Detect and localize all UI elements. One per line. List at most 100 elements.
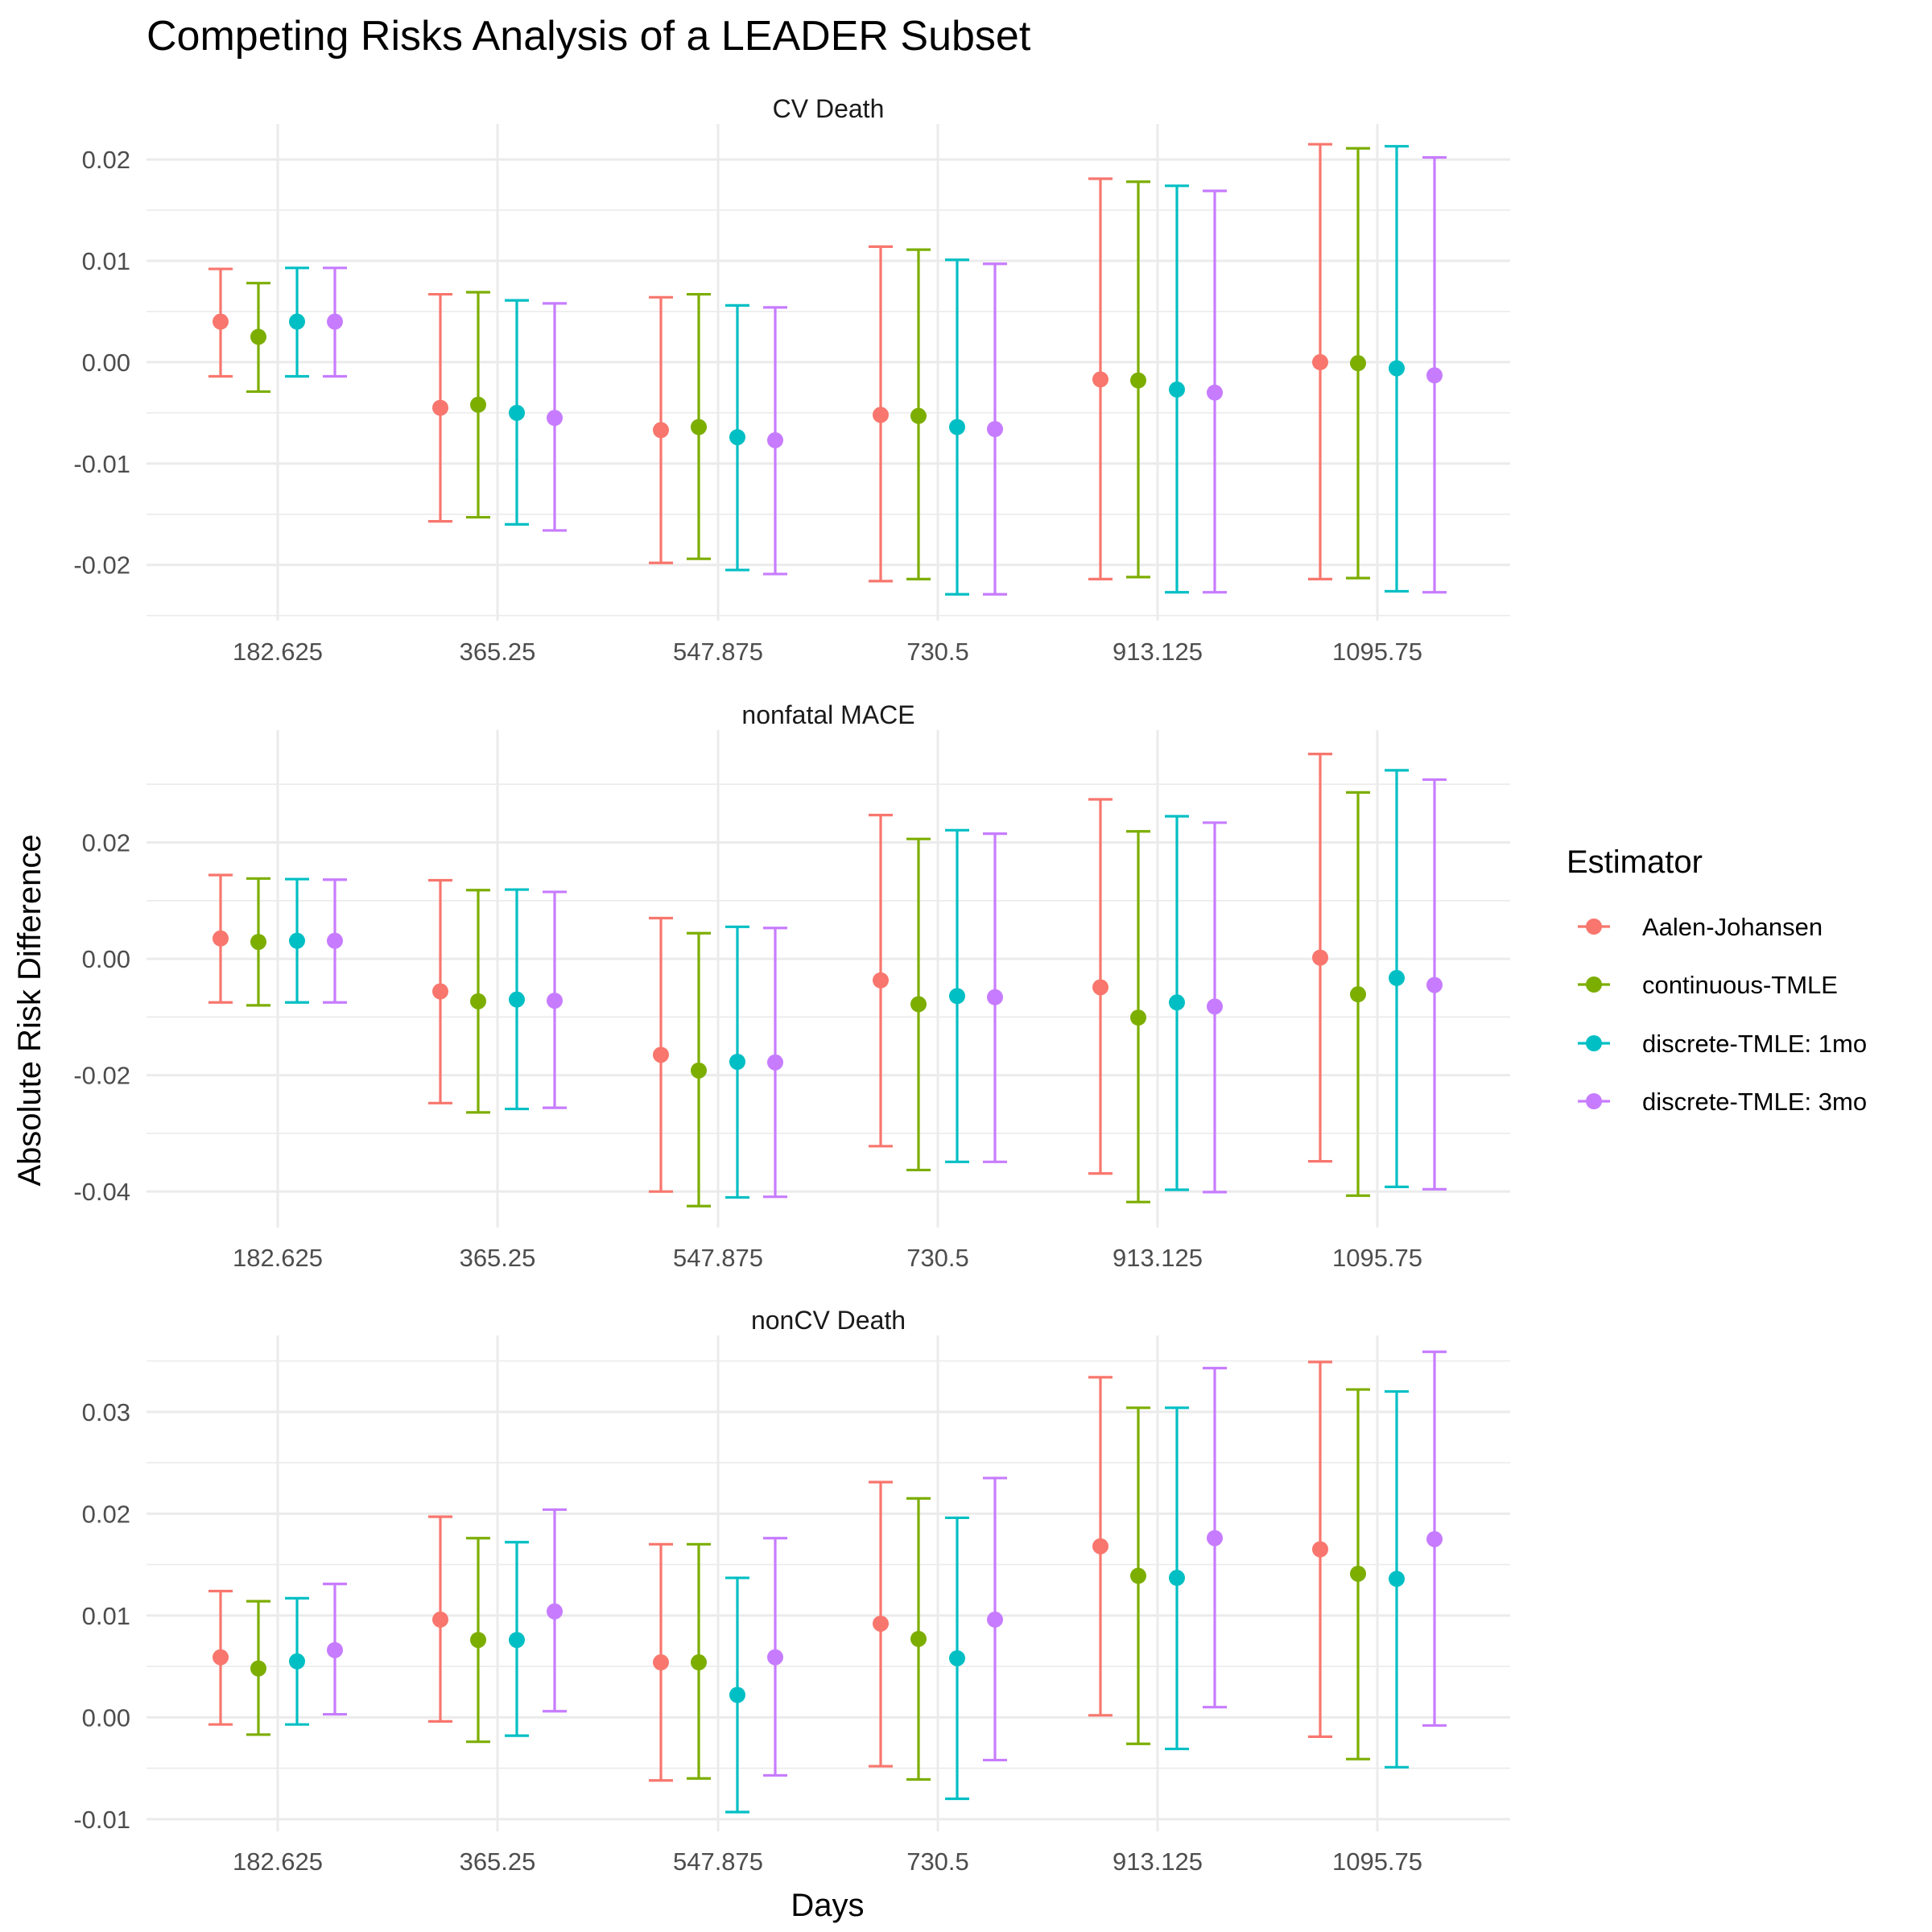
point-estimate [327,1641,343,1658]
point-estimate [729,1054,745,1070]
legend-item: discrete-TMLE: 3mo [1578,1088,1867,1116]
point-estimate [653,1046,669,1063]
x-tick-label: 182.625 [233,1847,323,1876]
point-estimate [1130,1009,1146,1026]
y-tick-label: 0.01 [82,247,130,275]
legend-key-point [1586,1035,1602,1051]
point-estimate [1207,384,1223,401]
x-tick-label: 182.625 [233,1244,323,1272]
point-estimate [250,1660,266,1677]
point-estimate [729,429,745,446]
y-tick-label: 0.00 [82,945,130,973]
series-1 [246,791,1370,1208]
point-estimate [1426,1530,1443,1547]
legend-item: continuous-TMLE [1578,971,1838,999]
y-tick-label: 0.02 [82,1500,130,1528]
point-estimate [653,422,669,439]
point-estimate [432,399,448,416]
legend-label: discrete-TMLE: 3mo [1642,1088,1867,1116]
point-estimate [873,972,889,989]
x-tick-label: 547.875 [673,1244,763,1272]
point-estimate [470,396,486,413]
point-estimate [987,1611,1003,1628]
point-estimate [1207,1530,1223,1546]
legend-key-point [1586,919,1602,935]
point-estimate [1207,998,1223,1015]
y-axis-title: Absolute Risk Difference [12,834,47,1186]
point-estimate [289,1653,305,1670]
point-estimate [432,1611,448,1628]
panel-title: nonCV Death [751,1306,906,1335]
legend-key-point [1586,976,1602,993]
x-tick-label: 365.25 [460,1244,536,1272]
point-estimate [1389,360,1405,377]
point-estimate [691,419,707,436]
series-0 [208,753,1332,1193]
point-estimate [767,1054,783,1071]
point-estimate [547,993,563,1009]
point-estimate [289,313,305,330]
point-estimate [1130,1567,1146,1584]
point-estimate [213,1649,229,1666]
point-estimate [873,407,889,423]
point-estimate [1130,372,1146,389]
legend-label: Aalen-Johansen [1642,913,1823,941]
point-estimate [691,1062,707,1079]
point-estimate [1092,1538,1108,1554]
point-estimate [1426,976,1443,993]
point-estimate [767,431,783,448]
x-tick-label: 365.25 [460,638,536,666]
point-estimate [767,1649,783,1666]
point-estimate [327,313,343,330]
point-estimate [1092,371,1108,388]
panel-2: nonCV Death 0.03 0.02 0.01 0.00 -0.01 182.625 3… [73,1306,1510,1876]
series-3 [323,155,1447,596]
series-3 [323,1350,1447,1777]
point-estimate [547,410,563,427]
point-estimate [1312,353,1328,370]
series-0 [208,142,1332,583]
x-tick-label: 547.875 [673,638,763,666]
y-tick-label: 0.00 [82,349,130,377]
y-tick-label: 0.02 [82,829,130,857]
legend-key-point [1586,1093,1602,1109]
point-estimate [213,930,229,947]
legend-title: Estimator [1567,844,1703,880]
series-1 [246,1388,1370,1781]
facet-panels: CV Death 0.02 0.01 0.00 -0.01 -0.02 182.625 365… [73,94,1510,1876]
point-estimate [1350,986,1366,1003]
x-tick-label: 182.625 [233,638,323,666]
point-estimate [987,989,1003,1005]
point-estimate [910,1630,927,1647]
point-estimate [691,1654,707,1671]
x-tick-label: 730.5 [906,638,969,666]
point-estimate [250,934,266,951]
series-2 [285,769,1409,1199]
point-estimate [509,991,525,1008]
point-estimate [547,1603,563,1620]
point-estimate [949,419,965,436]
point-estimate [949,988,965,1005]
legend-item: Aalen-Johansen [1578,913,1823,941]
series-3 [323,778,1447,1199]
y-tick-label: 0.01 [82,1602,130,1630]
point-estimate [987,421,1003,438]
panel-1: nonfatal MACE 0.02 0.00 -0.02 -0.04 182.625 36… [73,700,1510,1272]
panel-title: nonfatal MACE [741,700,914,729]
x-tick-label: 913.125 [1113,1847,1203,1876]
y-tick-label: 0.02 [82,146,130,174]
x-tick-label: 913.125 [1113,1244,1203,1272]
point-estimate [470,993,486,1009]
point-estimate [873,1615,889,1632]
series-2 [285,1389,1409,1814]
point-estimate [509,404,525,421]
x-tick-label: 913.125 [1113,638,1203,666]
point-estimate [1169,1570,1185,1587]
y-tick-label: 0.03 [82,1398,130,1426]
point-estimate [1350,355,1366,372]
x-tick-label: 547.875 [673,1847,763,1876]
legend: Aalen-Johansen continuous-TMLE discrete-TM… [1578,913,1867,1116]
panel-0: CV Death 0.02 0.01 0.00 -0.01 -0.02 182.625 365… [73,94,1510,666]
point-estimate [729,1686,745,1703]
